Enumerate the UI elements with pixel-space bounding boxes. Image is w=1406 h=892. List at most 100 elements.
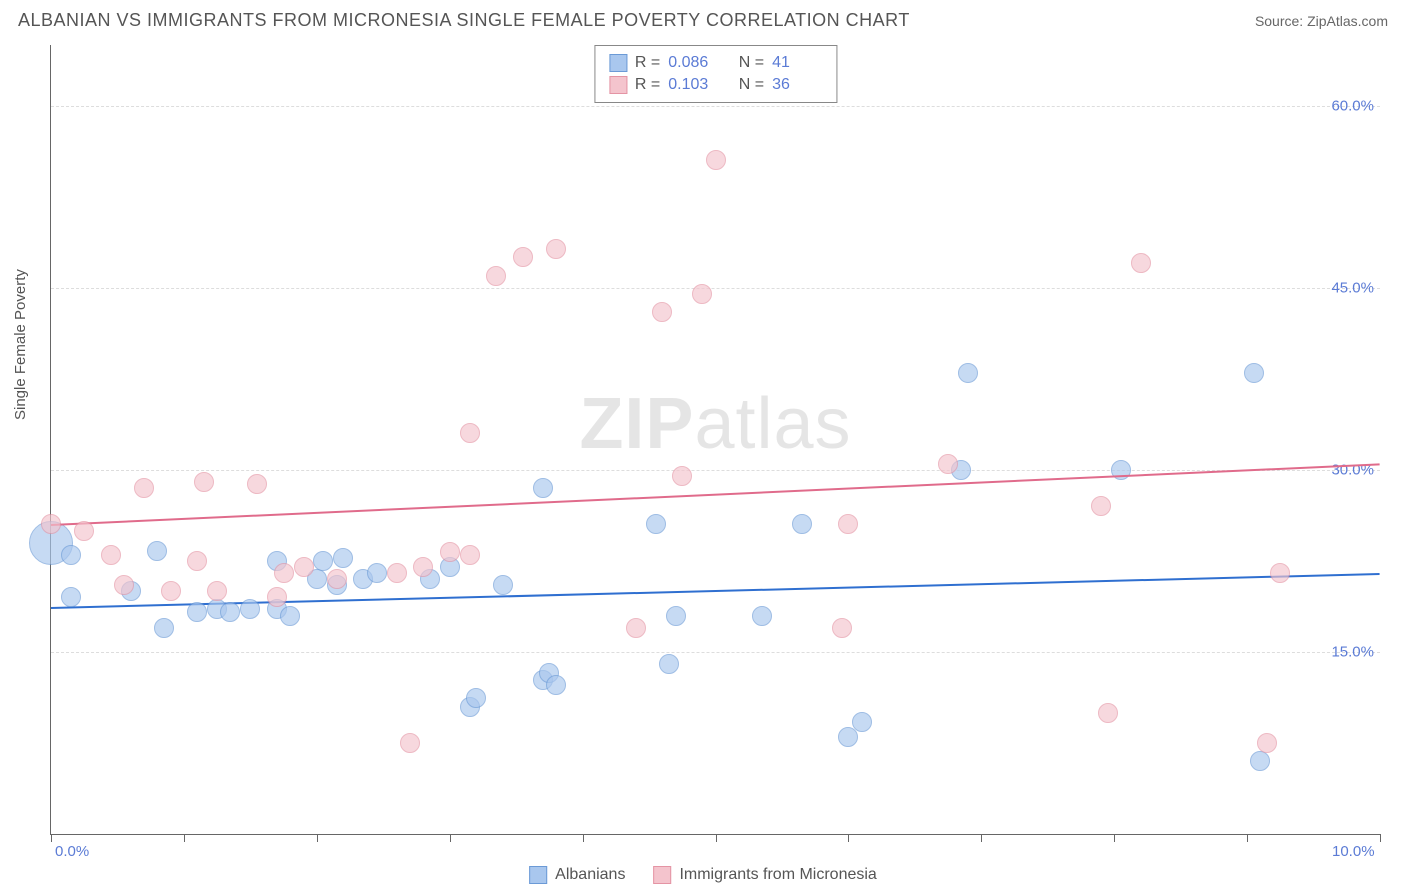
swatch-albanians-icon bbox=[529, 866, 547, 884]
stats-legend: R = 0.086 N = 41 R = 0.103 N = 36 bbox=[594, 45, 837, 103]
data-point bbox=[313, 551, 333, 571]
data-point bbox=[207, 581, 227, 601]
data-point bbox=[1091, 496, 1111, 516]
gridline bbox=[51, 288, 1380, 289]
data-point bbox=[466, 688, 486, 708]
x-tick bbox=[1380, 834, 1381, 842]
gridline bbox=[51, 652, 1380, 653]
data-point bbox=[387, 563, 407, 583]
data-point bbox=[154, 618, 174, 638]
y-axis-label: Single Female Poverty bbox=[12, 269, 29, 420]
source-label: Source: ZipAtlas.com bbox=[1255, 13, 1388, 29]
data-point bbox=[493, 575, 513, 595]
data-point bbox=[327, 569, 347, 589]
data-point bbox=[41, 514, 61, 534]
data-point bbox=[1098, 703, 1118, 723]
data-point bbox=[74, 521, 94, 541]
legend-item-micronesia: Immigrants from Micronesia bbox=[653, 866, 876, 884]
r-value-1: 0.086 bbox=[668, 54, 718, 72]
x-tick bbox=[1247, 834, 1248, 842]
data-point bbox=[938, 454, 958, 474]
data-point bbox=[413, 557, 433, 577]
data-point bbox=[194, 472, 214, 492]
data-point bbox=[1270, 563, 1290, 583]
r-value-2: 0.103 bbox=[668, 76, 718, 94]
data-point bbox=[958, 363, 978, 383]
data-point bbox=[852, 712, 872, 732]
data-point bbox=[294, 557, 314, 577]
x-tick bbox=[716, 834, 717, 842]
watermark: ZIPatlas bbox=[579, 383, 851, 465]
data-point bbox=[1250, 751, 1270, 771]
data-point bbox=[546, 239, 566, 259]
chart-title: ALBANIAN VS IMMIGRANTS FROM MICRONESIA S… bbox=[18, 10, 910, 31]
x-tick bbox=[51, 834, 52, 842]
data-point bbox=[333, 548, 353, 568]
data-point bbox=[486, 266, 506, 286]
data-point bbox=[513, 247, 533, 267]
data-point bbox=[792, 514, 812, 534]
n-value-2: 36 bbox=[772, 76, 822, 94]
data-point bbox=[147, 541, 167, 561]
y-tick-label: 60.0% bbox=[1331, 97, 1374, 114]
data-point bbox=[672, 466, 692, 486]
y-tick-label: 15.0% bbox=[1331, 643, 1374, 660]
x-tick bbox=[848, 834, 849, 842]
x-tick-label: 0.0% bbox=[55, 843, 89, 860]
data-point bbox=[659, 654, 679, 674]
data-point bbox=[1244, 363, 1264, 383]
data-point bbox=[533, 478, 553, 498]
data-point bbox=[367, 563, 387, 583]
x-tick bbox=[981, 834, 982, 842]
data-point bbox=[61, 587, 81, 607]
y-tick-label: 45.0% bbox=[1331, 279, 1374, 296]
x-tick bbox=[184, 834, 185, 842]
data-point bbox=[187, 602, 207, 622]
swatch-micronesia-icon bbox=[609, 76, 627, 94]
stats-row-2: R = 0.103 N = 36 bbox=[609, 74, 822, 96]
data-point bbox=[706, 150, 726, 170]
data-point bbox=[1131, 253, 1151, 273]
data-point bbox=[440, 542, 460, 562]
data-point bbox=[274, 563, 294, 583]
data-point bbox=[652, 302, 672, 322]
data-point bbox=[61, 545, 81, 565]
trend-line bbox=[51, 464, 1380, 527]
data-point bbox=[626, 618, 646, 638]
data-point bbox=[280, 606, 300, 626]
data-point bbox=[101, 545, 121, 565]
data-point bbox=[752, 606, 772, 626]
data-point bbox=[134, 478, 154, 498]
data-point bbox=[460, 545, 480, 565]
data-point bbox=[460, 423, 480, 443]
legend-label: Immigrants from Micronesia bbox=[679, 866, 876, 884]
bottom-legend: Albanians Immigrants from Micronesia bbox=[529, 866, 877, 884]
data-point bbox=[832, 618, 852, 638]
data-point bbox=[267, 587, 287, 607]
gridline bbox=[51, 106, 1380, 107]
x-tick bbox=[583, 834, 584, 842]
data-point bbox=[187, 551, 207, 571]
data-point bbox=[114, 575, 134, 595]
scatter-plot: ZIPatlas R = 0.086 N = 41 R = 0.103 N = … bbox=[50, 45, 1380, 835]
data-point bbox=[666, 606, 686, 626]
x-tick bbox=[1114, 834, 1115, 842]
swatch-micronesia-icon bbox=[653, 866, 671, 884]
data-point bbox=[546, 675, 566, 695]
data-point bbox=[240, 599, 260, 619]
data-point bbox=[247, 474, 267, 494]
data-point bbox=[838, 514, 858, 534]
data-point bbox=[1257, 733, 1277, 753]
swatch-albanians-icon bbox=[609, 54, 627, 72]
legend-item-albanians: Albanians bbox=[529, 866, 625, 884]
legend-label: Albanians bbox=[555, 866, 625, 884]
x-tick bbox=[317, 834, 318, 842]
gridline bbox=[51, 470, 1380, 471]
data-point bbox=[646, 514, 666, 534]
stats-row-1: R = 0.086 N = 41 bbox=[609, 52, 822, 74]
data-point bbox=[400, 733, 420, 753]
n-value-1: 41 bbox=[772, 54, 822, 72]
data-point bbox=[220, 602, 240, 622]
data-point bbox=[161, 581, 181, 601]
x-tick-label: 10.0% bbox=[1332, 843, 1375, 860]
